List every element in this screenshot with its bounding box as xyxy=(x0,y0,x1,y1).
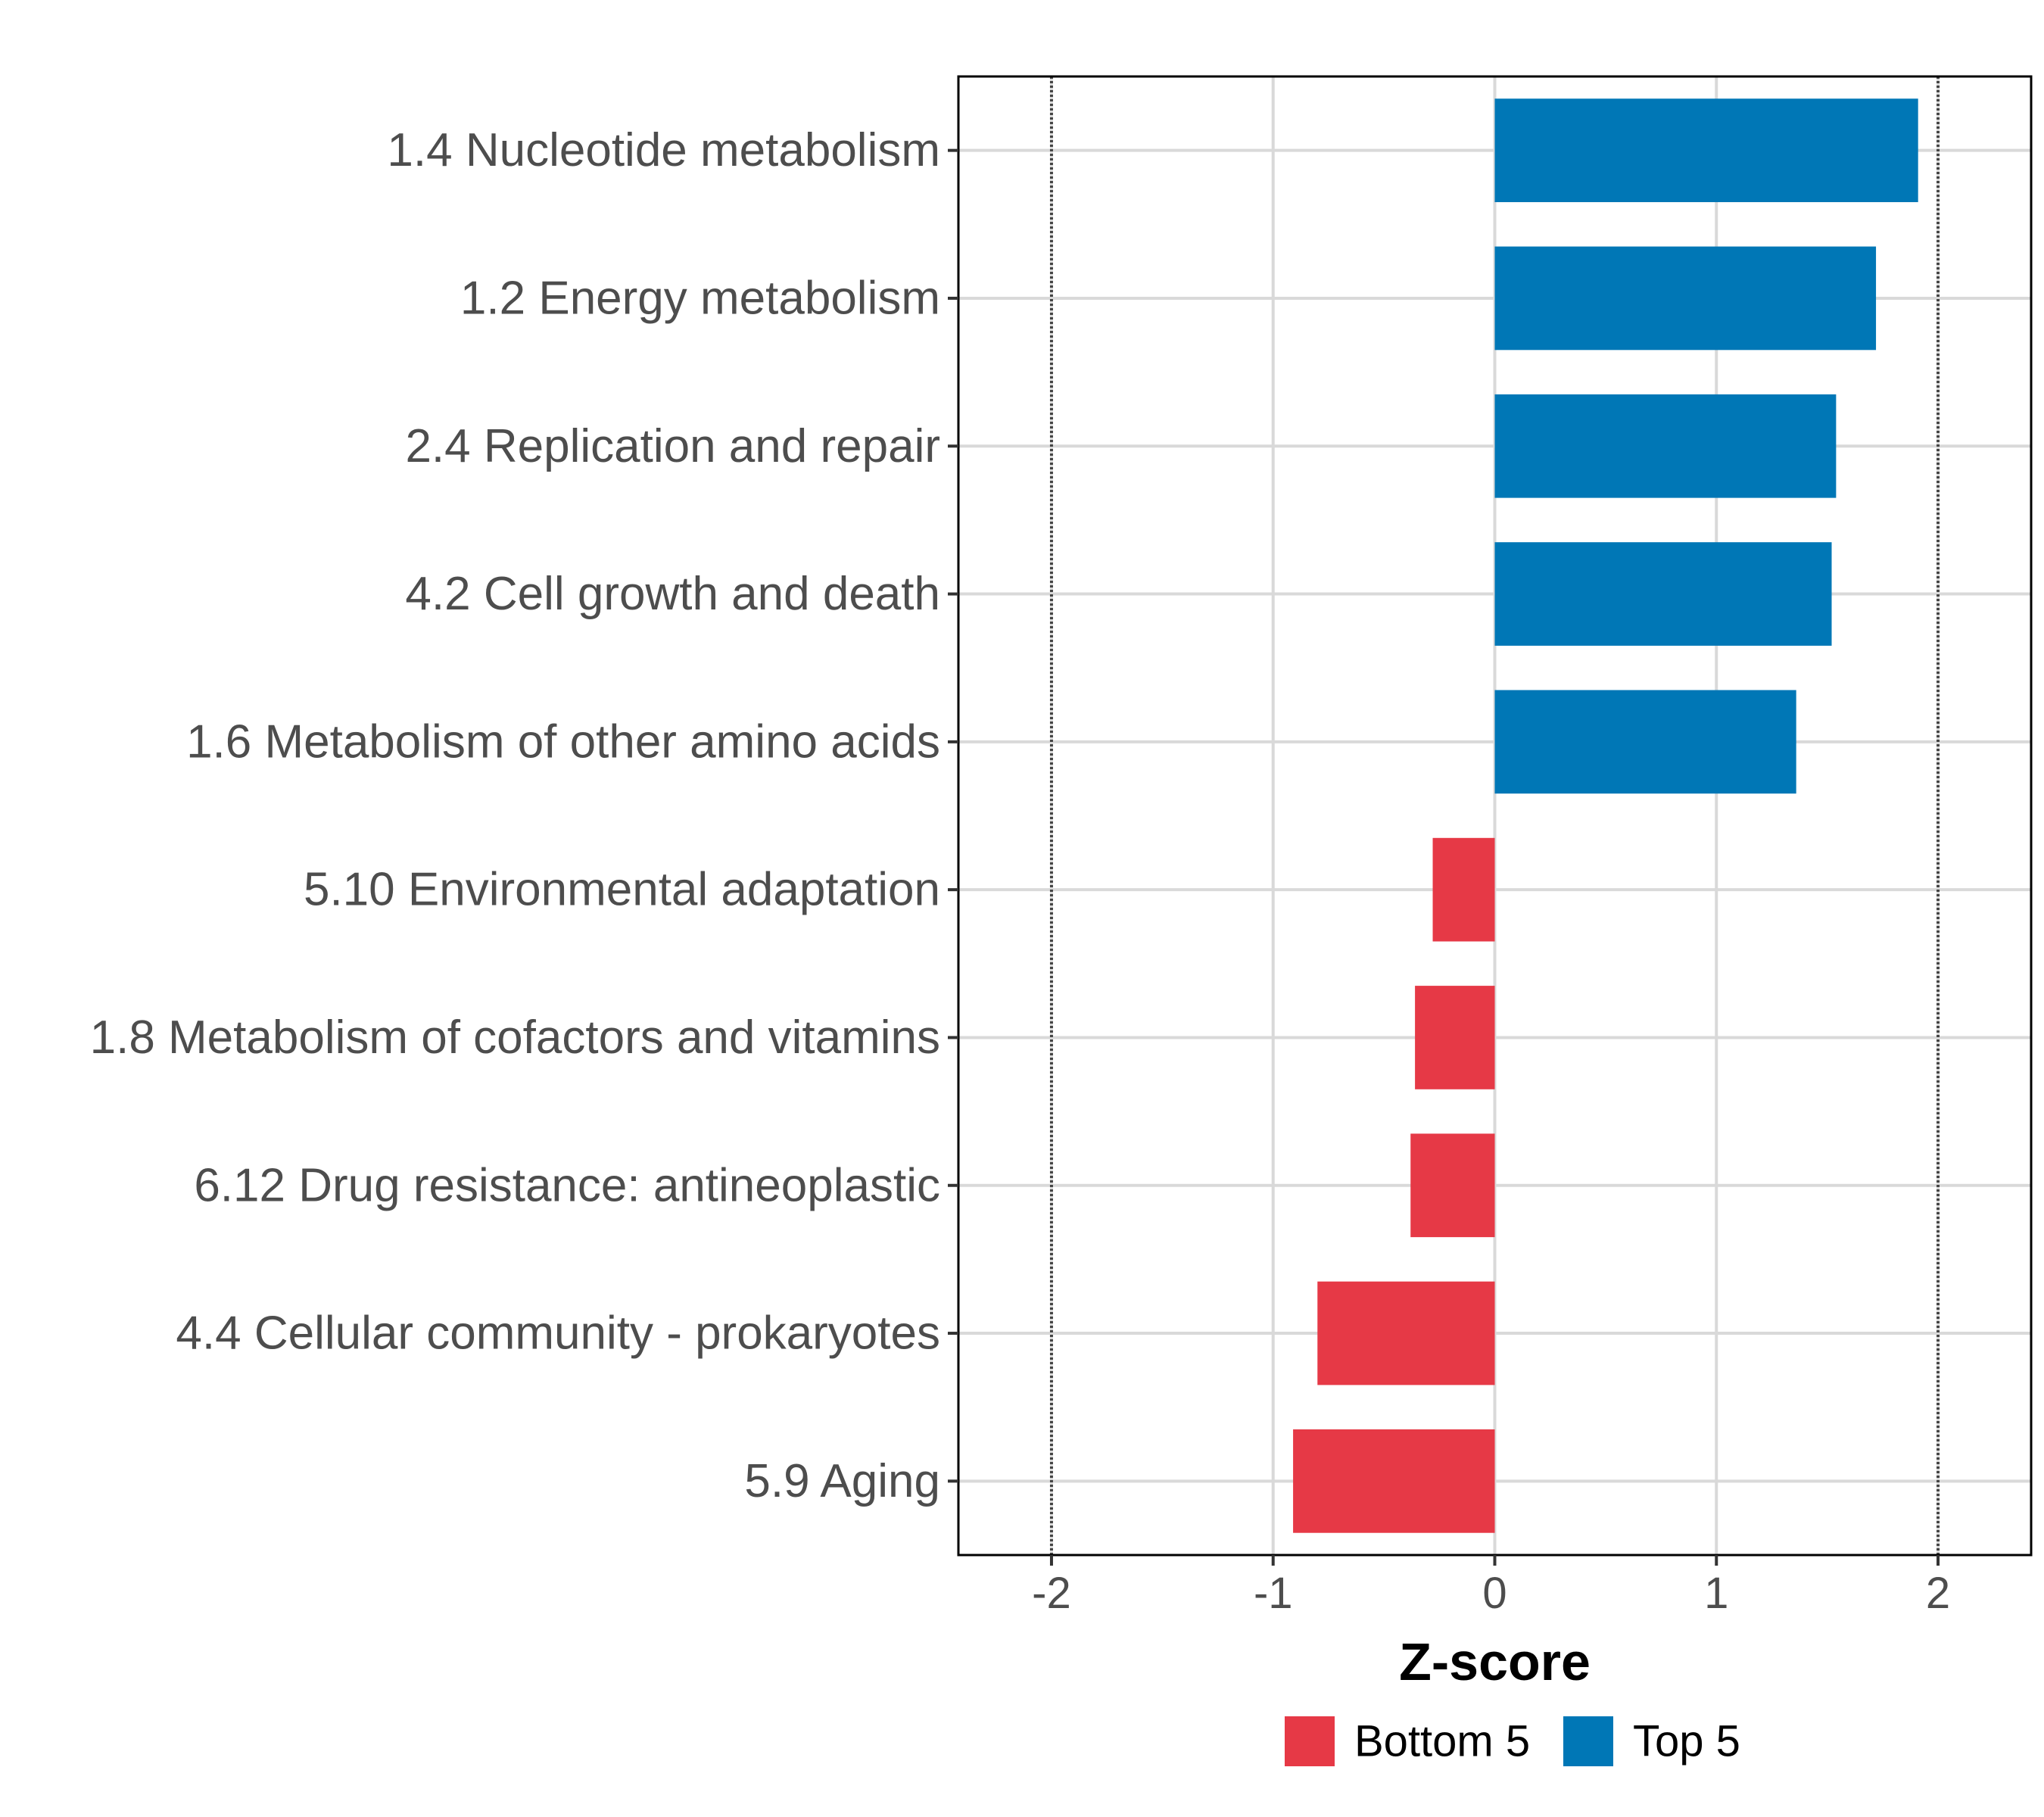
reference-lines xyxy=(1049,76,1940,1555)
bar-bottom xyxy=(1415,986,1495,1089)
legend-label: Top 5 xyxy=(1633,1717,1740,1766)
y-tick-label: 4.4 Cellular community - prokaryotes xyxy=(176,1307,940,1360)
y-tick-label: 6.12 Drug resistance: antineoplastic xyxy=(194,1159,940,1211)
bar-bottom xyxy=(1293,1429,1495,1533)
bar-top xyxy=(1494,394,1837,498)
bar-bottom xyxy=(1432,837,1495,942)
y-tick-label: 4.2 Cell growth and death xyxy=(405,568,940,620)
bar-top xyxy=(1494,542,1832,646)
x-tick-label: 1 xyxy=(1704,1569,1728,1618)
y-tick-label: 1.2 Energy metabolism xyxy=(460,272,940,324)
y-tick-label: 1.8 Metabolism of cofactors and vitamins xyxy=(90,1011,940,1064)
x-tick-label: -2 xyxy=(1032,1569,1071,1618)
legend-label: Bottom 5 xyxy=(1354,1717,1530,1766)
bar-top xyxy=(1494,690,1796,794)
y-tick-label: 5.10 Environmental adaptation xyxy=(304,864,940,916)
legend: Bottom 5 Top 5 xyxy=(1285,1716,1740,1766)
bar-bottom xyxy=(1410,1133,1495,1238)
bars xyxy=(1293,98,1918,1533)
bar-top xyxy=(1494,246,1877,351)
x-axis-title: Z-score xyxy=(1399,1632,1591,1691)
bar-top xyxy=(1494,98,1918,203)
x-axis-ticks: -2 -1 0 1 2 xyxy=(1032,1555,1950,1618)
legend-key-top xyxy=(1563,1716,1613,1766)
y-axis-ticks: 1.4 Nucleotide metabolism 1.2 Energy meta… xyxy=(90,124,958,1507)
bar-bottom xyxy=(1317,1281,1495,1385)
y-tick-label: 5.9 Aging xyxy=(744,1455,940,1507)
y-tick-label: 2.4 Replication and repair xyxy=(405,420,940,472)
legend-key-bottom xyxy=(1285,1716,1335,1766)
x-tick-label: 0 xyxy=(1482,1569,1507,1618)
y-tick-label: 1.6 Metabolism of other amino acids xyxy=(186,715,940,768)
y-tick-label: 1.4 Nucleotide metabolism xyxy=(387,124,940,176)
x-tick-label: -1 xyxy=(1254,1569,1293,1618)
x-tick-label: 2 xyxy=(1926,1569,1950,1618)
